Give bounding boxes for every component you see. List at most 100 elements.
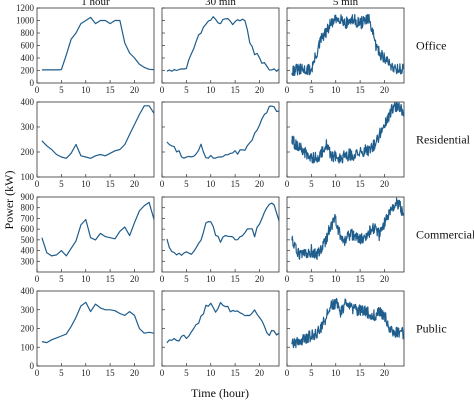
x-tick-label: 15 [231, 274, 241, 284]
x-tick-label: 0 [35, 368, 40, 378]
panel-public-1: 0 5 10 15 20 [160, 290, 280, 378]
x-tick-label: 5 [184, 179, 189, 189]
y-tick-label: 600 [21, 41, 35, 51]
column-title: 30 min [205, 0, 236, 8]
x-tick-label: 15 [231, 179, 241, 189]
x-tick-label: 20 [130, 368, 140, 378]
x-tick-label: 15 [356, 179, 366, 189]
y-tick-label: 1000 [16, 16, 35, 26]
row-label-office: Office [416, 39, 446, 53]
y-tick-label: 200 [21, 147, 35, 157]
x-tick-label: 10 [81, 274, 91, 284]
x-tick-label: 10 [331, 274, 341, 284]
x-tick-label: 20 [130, 274, 140, 284]
panel-frame [286, 196, 405, 273]
y-tick-label: 0 [30, 78, 35, 88]
x-tick-label: 5 [184, 274, 189, 284]
series-line-residential [166, 105, 280, 159]
series-line-public [291, 297, 405, 349]
y-tick-label: 400 [21, 53, 35, 63]
panel-office-2: 0 5 10 15 20 [285, 7, 405, 95]
column-title: 5 min [333, 0, 359, 8]
x-tick-label: 15 [106, 368, 116, 378]
series-line-commercial [41, 201, 155, 257]
x-tick-label: 15 [106, 274, 116, 284]
column-title: 1 hour [81, 0, 110, 8]
y-tick-label: 100 [21, 342, 35, 352]
x-tick-label: 20 [380, 274, 390, 284]
x-tick-label: 15 [356, 368, 366, 378]
x-tick-label: 0 [285, 85, 290, 95]
x-tick-label: 0 [35, 179, 40, 189]
x-tick-label: 0 [160, 368, 165, 378]
x-tick-label: 10 [331, 368, 341, 378]
x-tick-label: 5 [59, 274, 64, 284]
series-line-residential [291, 102, 405, 164]
x-tick-label: 5 [309, 85, 314, 95]
x-tick-label: 15 [231, 85, 241, 95]
row-label-public: Public [416, 322, 447, 336]
series-line-commercial [166, 202, 280, 256]
x-tick-label: 0 [160, 179, 165, 189]
panel-residential-2: 0 5 10 15 20 [285, 101, 405, 189]
x-tick-label: 10 [206, 368, 216, 378]
x-tick-label: 5 [59, 85, 64, 95]
panel-frame [161, 101, 280, 178]
panel-residential-0: 0 5 10 15 20 100 200 300 400 [21, 97, 155, 189]
x-tick-label: 15 [106, 179, 116, 189]
x-tick-label: 10 [206, 85, 216, 95]
x-tick-label: 0 [35, 274, 40, 284]
row-label-residential: Residential [416, 133, 471, 147]
x-tick-label: 10 [331, 85, 341, 95]
x-tick-label: 20 [380, 85, 390, 95]
panel-commercial-2: 0 5 10 15 20 [285, 196, 405, 284]
series-line-public [166, 301, 280, 344]
x-tick-label: 5 [59, 179, 64, 189]
y-tick-label: 500 [21, 235, 35, 245]
x-tick-label: 0 [285, 368, 290, 378]
x-tick-label: 20 [255, 368, 265, 378]
x-tick-label: 10 [206, 274, 216, 284]
y-tick-label: 400 [21, 286, 35, 296]
x-tick-label: 20 [255, 179, 265, 189]
x-tick-label: 5 [309, 368, 314, 378]
x-tick-label: 15 [356, 85, 366, 95]
x-tick-label: 5 [309, 274, 314, 284]
y-tick-label: 300 [21, 122, 35, 132]
y-tick-label: 900 [21, 192, 35, 202]
y-tick-label: 600 [21, 224, 35, 234]
x-tick-label: 10 [81, 368, 91, 378]
y-tick-label: 0 [30, 361, 35, 371]
y-tick-label: 200 [21, 66, 35, 76]
x-tick-label: 10 [206, 179, 216, 189]
row-label-commercial: Commercial [416, 228, 474, 242]
x-tick-label: 0 [285, 179, 290, 189]
x-tick-label: 20 [255, 274, 265, 284]
panel-frame [36, 101, 155, 178]
panel-frame [161, 196, 280, 273]
x-tick-label: 5 [184, 85, 189, 95]
x-tick-label: 15 [231, 368, 241, 378]
series-line-office [291, 13, 405, 77]
x-tick-label: 10 [331, 179, 341, 189]
y-tick-label: 300 [21, 305, 35, 315]
panel-frame [36, 290, 155, 367]
y-tick-label: 800 [21, 28, 35, 38]
series-line-commercial [291, 197, 405, 260]
series-line-public [41, 301, 155, 344]
y-tick-label: 300 [21, 256, 35, 266]
x-tick-label: 0 [35, 85, 40, 95]
y-tick-label: 400 [21, 246, 35, 256]
series-line-office [166, 16, 280, 72]
x-tick-label: 5 [59, 368, 64, 378]
y-tick-label: 800 [21, 203, 35, 213]
y-tick-label: 700 [21, 213, 35, 223]
x-axis-label: Time (hour) [191, 386, 249, 400]
x-tick-label: 0 [160, 274, 165, 284]
panel-frame [36, 7, 155, 84]
x-tick-label: 10 [81, 179, 91, 189]
panel-frame [161, 7, 280, 84]
